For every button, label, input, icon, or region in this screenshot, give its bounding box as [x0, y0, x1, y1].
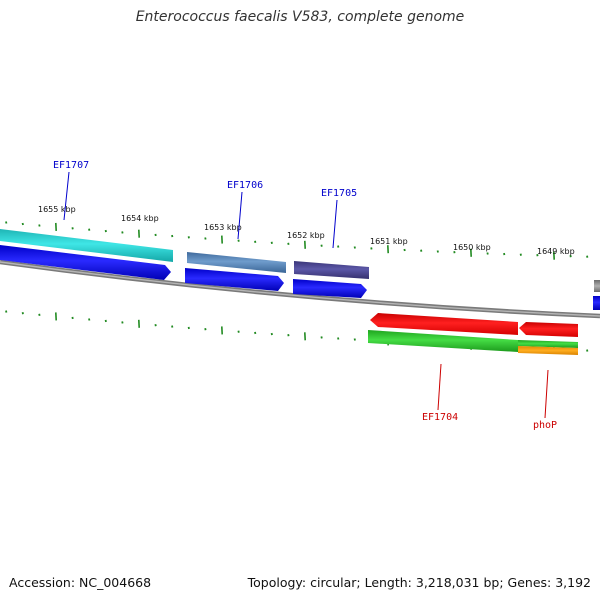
gene-labels: EF1707 EF1706 EF1705 EF1704 phoP [53, 160, 557, 431]
accession-text: Accession: NC_004668 [9, 575, 152, 590]
gene-arrow-ef1705[interactable] [293, 279, 367, 298]
gene-arrow-ef1707-cog[interactable] [0, 229, 173, 262]
kbp-label: 1651 kbp [370, 237, 408, 246]
gene-label-ef1707[interactable]: EF1707 [53, 160, 89, 171]
gene-arrow-ef1707[interactable] [0, 245, 171, 280]
label-leaders [63, 171, 549, 419]
scale-labels: 1655 kbp 1654 kbp 1653 kbp 1652 kbp 1651… [38, 205, 575, 256]
kbp-label: 1650 kbp [453, 243, 491, 252]
genome-title: Enterococcus faecalis V583, complete gen… [135, 9, 465, 25]
gene-arrow-ef1706-cog[interactable] [187, 252, 286, 273]
gene-arrow-ef1705-cog[interactable] [294, 261, 369, 279]
kbp-label: 1653 kbp [204, 223, 242, 232]
gene-label-ef1704[interactable]: EF1704 [422, 412, 458, 423]
kbp-label: 1652 kbp [287, 231, 325, 240]
kbp-label: 1655 kbp [38, 205, 76, 214]
gene-arrow-phop[interactable] [519, 322, 578, 337]
forward-cog-track [0, 229, 600, 292]
gene-arrow-edge[interactable] [593, 296, 600, 310]
gene-label-ef1705[interactable]: EF1705 [321, 188, 357, 199]
outer-tick-ring [5, 221, 589, 260]
genome-summary-text: Topology: circular; Length: 3,218,031 bp… [247, 575, 591, 590]
gene-arrow-phop-cog[interactable] [518, 346, 578, 355]
gene-label-ef1706[interactable]: EF1706 [227, 180, 263, 191]
kbp-label: 1654 kbp [121, 214, 159, 223]
gene-arrow-edge-cog[interactable] [594, 280, 600, 292]
reverse-cog-track [368, 330, 578, 355]
reverse-strand-track [370, 313, 578, 337]
gene-arrow-ef1704[interactable] [370, 313, 518, 335]
gene-arrow-ef1704-cog[interactable] [368, 330, 518, 352]
gene-arrow-ef1706[interactable] [185, 268, 284, 291]
forward-strand-track [0, 245, 600, 310]
kbp-label: 1649 kbp [537, 247, 575, 256]
gene-label-phop[interactable]: phoP [533, 420, 557, 431]
